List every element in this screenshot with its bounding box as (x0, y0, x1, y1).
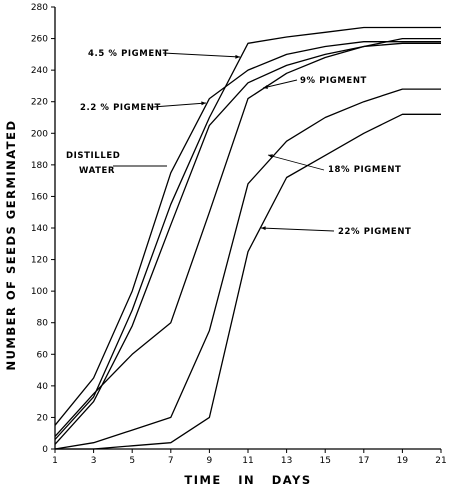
annotation-leader-line (162, 52, 241, 58)
series-line-1 (54, 42, 441, 445)
y-axis-title: NUMBER OF SEEDS GERMINATED (4, 119, 18, 370)
y-tick-label: 240 (31, 66, 48, 76)
y-tick-label: 180 (31, 161, 48, 171)
annotation-label: 18% PIGMENT (328, 165, 401, 175)
series-lines (54, 26, 441, 450)
annotation-arrowhead (235, 54, 240, 59)
x-tick-label: 7 (168, 456, 174, 466)
annotation-arrowhead (261, 226, 266, 231)
x-tick-label: 11 (242, 456, 253, 466)
annotation-leader-line (262, 79, 298, 89)
y-tick-label: 140 (31, 224, 48, 234)
y-tick-label: 0 (42, 445, 48, 455)
series-line-5 (55, 113, 441, 450)
y-tick-label: 200 (31, 129, 48, 139)
annotation-label: 9% PIGMENT (300, 76, 367, 86)
y-tick-label: 280 (31, 3, 48, 13)
y-tick-label: 220 (31, 98, 48, 108)
x-tick-label: 5 (129, 456, 135, 466)
series-line-3 (54, 41, 441, 426)
annotation-label: 4.5 % PIGMENT (88, 49, 169, 59)
x-tick-label: 17 (358, 456, 369, 466)
x-axis-title: TIME IN DAYS (184, 473, 311, 487)
y-tick-label: 160 (31, 192, 48, 202)
y-axis-ticks: 0 20 40 60 80 100 120 140 160 180 200 220 240 260 280 (31, 3, 55, 455)
series-line-2 (54, 37, 441, 437)
annotation-label: 2.2 % PIGMENT (80, 103, 161, 113)
x-tick-label: 19 (397, 456, 409, 466)
x-tick-label: 15 (319, 456, 330, 466)
annotation-arrowhead (268, 154, 273, 159)
y-tick-label: 80 (37, 319, 49, 329)
y-tick-label: 40 (37, 382, 49, 392)
x-axis-ticks: 1 3 5 7 9 11 13 15 17 19 21 (52, 449, 447, 466)
x-tick-label: 9 (207, 456, 213, 466)
y-tick-label: 120 (31, 256, 48, 266)
y-tick-label: 20 (37, 413, 49, 423)
x-tick-label: 21 (435, 456, 446, 466)
series-line-0 (54, 26, 441, 440)
x-tick-label: 1 (52, 456, 58, 466)
x-tick-label: 13 (281, 456, 292, 466)
y-tick-label: 60 (37, 350, 49, 360)
annotation-leader-line (152, 102, 207, 108)
y-tick-label: 260 (31, 35, 48, 45)
annotation-label: 22% PIGMENT (338, 227, 411, 237)
annotation-label: DISTILLED (66, 151, 120, 161)
x-tick-label: 3 (91, 456, 97, 466)
annotation-arrowhead (263, 85, 268, 89)
annotations: 4.5 % PIGMENT 9% PIGMENT 2.2 % PIGMENT DIST… (66, 49, 411, 237)
annotation-leader-line (260, 227, 335, 232)
plot-area: 1 3 5 7 9 11 13 15 17 19 21 0204060801001201401601… (31, 3, 447, 466)
annotation-leader-line (267, 154, 325, 171)
y-tick-label: 100 (31, 287, 48, 297)
annotation-label: WATER (79, 166, 115, 176)
series-line-4 (54, 88, 441, 450)
annotation-arrowhead (201, 101, 206, 106)
